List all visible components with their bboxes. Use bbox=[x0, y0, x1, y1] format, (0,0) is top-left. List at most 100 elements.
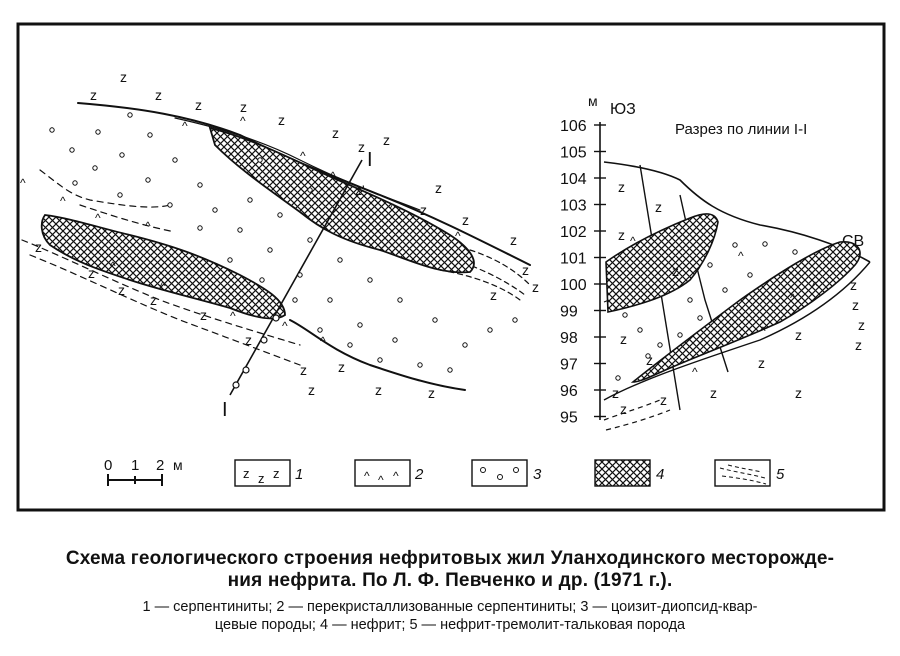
section-jade-lower bbox=[630, 241, 861, 383]
section-label-top: I bbox=[367, 149, 373, 171]
svg-text:^: ^ bbox=[320, 334, 326, 348]
section-tick-label: 102 bbox=[560, 224, 587, 241]
legend-num-4: 4 bbox=[656, 466, 664, 483]
svg-text:^: ^ bbox=[20, 176, 26, 190]
svg-text:^: ^ bbox=[393, 469, 399, 483]
svg-text:^: ^ bbox=[630, 234, 636, 248]
svg-text:z: z bbox=[375, 382, 382, 398]
svg-text:z: z bbox=[858, 317, 865, 333]
legend-item-2: ^ ^ ^ 2 bbox=[354, 459, 424, 487]
section-dot-symbols bbox=[615, 241, 798, 381]
svg-text:z: z bbox=[660, 392, 667, 408]
svg-text:z: z bbox=[195, 97, 202, 113]
section-tick-label: 105 bbox=[560, 145, 587, 162]
svg-text:z: z bbox=[620, 401, 627, 417]
legend-num-2: 2 bbox=[414, 466, 424, 483]
svg-text:z: z bbox=[118, 282, 125, 298]
section-tick-label: 106 bbox=[560, 118, 587, 135]
map-serpentinite-symbols: zz z z zz zz z z' zz zzz zzz zzz zzz zz z z bbox=[35, 69, 539, 401]
legend-item-5: 5 bbox=[714, 459, 785, 487]
svg-text:z: z bbox=[308, 382, 315, 398]
svg-text:z: z bbox=[672, 263, 679, 279]
svg-text:z: z bbox=[120, 69, 127, 85]
svg-text:z: z bbox=[758, 355, 765, 371]
jade-vein-lower bbox=[40, 214, 286, 320]
svg-text:^: ^ bbox=[378, 473, 384, 487]
figure-frame bbox=[16, 22, 886, 512]
section-axis-unit: м bbox=[588, 93, 598, 109]
section-label-bottom: I bbox=[222, 399, 228, 421]
svg-text:^: ^ bbox=[330, 169, 336, 183]
svg-text:z: z bbox=[420, 202, 427, 218]
svg-text:z: z bbox=[245, 332, 252, 348]
svg-text:^: ^ bbox=[230, 309, 236, 323]
section-tick-label: 99 bbox=[560, 304, 578, 321]
svg-text:^: ^ bbox=[182, 119, 188, 133]
svg-text:^: ^ bbox=[240, 114, 246, 128]
caption-title-line2: ния нефрита. По Л. Ф. Певченко и др. (19… bbox=[227, 570, 673, 591]
svg-text:z: z bbox=[88, 265, 95, 281]
svg-text:^: ^ bbox=[390, 201, 396, 215]
section-caret-symbols: ^ ^ ^ ^ ^ ^ bbox=[630, 234, 818, 379]
svg-text:z: z bbox=[462, 212, 469, 228]
svg-text:z: z bbox=[35, 239, 42, 255]
svg-text:z: z bbox=[795, 327, 802, 343]
svg-text:z: z bbox=[646, 352, 653, 368]
svg-text:z: z bbox=[510, 232, 517, 248]
svg-text:z: z bbox=[522, 262, 529, 278]
svg-text:^: ^ bbox=[790, 291, 796, 305]
figure-caption-title: Схема геологического строения нефритовых… bbox=[0, 548, 900, 592]
svg-text:^: ^ bbox=[110, 259, 116, 273]
svg-text:z: z bbox=[243, 466, 250, 481]
section-line-I-I bbox=[229, 159, 363, 396]
legend-num-1: 1 bbox=[295, 466, 303, 483]
svg-text:z: z bbox=[90, 87, 97, 103]
caption-legend-line1: 1 — серпентиниты; 2 — перекристаллизован… bbox=[142, 599, 758, 615]
svg-text:z: z bbox=[332, 125, 339, 141]
geology-figure: I I zz z z zz zz z z' zz zzz zzz zzz zzz zz z… bbox=[16, 22, 886, 512]
svg-text:z: z bbox=[273, 466, 280, 481]
section-jade-upper bbox=[605, 213, 719, 313]
section-tick-label: 103 bbox=[560, 198, 587, 215]
scale-unit: м bbox=[173, 457, 183, 473]
svg-text:^: ^ bbox=[738, 249, 744, 263]
svg-text:z: z bbox=[612, 385, 619, 401]
figure-caption-legend: 1 — серпентиниты; 2 — перекристаллизован… bbox=[0, 598, 900, 634]
legend-num-5: 5 bbox=[776, 466, 785, 483]
section-tick-label: 100 bbox=[560, 277, 587, 294]
svg-text:^: ^ bbox=[364, 469, 370, 483]
legend-item-4: 4 bbox=[594, 459, 664, 487]
svg-text:^: ^ bbox=[300, 149, 306, 163]
svg-text:z: z bbox=[655, 199, 662, 215]
scale-label-1: 1 bbox=[131, 457, 139, 474]
svg-text:^: ^ bbox=[95, 211, 101, 225]
svg-text:z: z bbox=[618, 227, 625, 243]
svg-text:z: z bbox=[358, 139, 365, 155]
svg-text:z: z bbox=[155, 87, 162, 103]
scale-bar: 0 1 2 м bbox=[104, 457, 183, 486]
scale-label-0: 0 bbox=[104, 457, 112, 474]
svg-text:^: ^ bbox=[282, 319, 288, 333]
section-tick-marks: 106 105 104 103 102 101 100 99 98 97 96 95 bbox=[560, 118, 606, 427]
legend-num-3: 3 bbox=[533, 466, 542, 483]
svg-text:^: ^ bbox=[160, 279, 166, 293]
svg-text:z: z bbox=[710, 385, 717, 401]
svg-text:z: z bbox=[278, 112, 285, 128]
section-tick-label: 98 bbox=[560, 330, 578, 347]
svg-text:^: ^ bbox=[60, 194, 66, 208]
svg-text:z: z bbox=[428, 385, 435, 401]
svg-text:z: z bbox=[338, 359, 345, 375]
svg-text:z: z bbox=[852, 297, 859, 313]
svg-text:z: z bbox=[618, 179, 625, 195]
section-dir-left: ЮЗ bbox=[610, 101, 636, 118]
legend-item-3: 3 bbox=[471, 459, 542, 487]
caption-title-line1: Схема геологического строения нефритовых… bbox=[65, 548, 835, 569]
scale-label-2: 2 bbox=[156, 457, 164, 474]
section-tick-label: 104 bbox=[560, 171, 587, 188]
svg-text:z: z bbox=[795, 385, 802, 401]
svg-text:z: z bbox=[532, 279, 539, 295]
svg-text:z: z bbox=[435, 180, 442, 196]
